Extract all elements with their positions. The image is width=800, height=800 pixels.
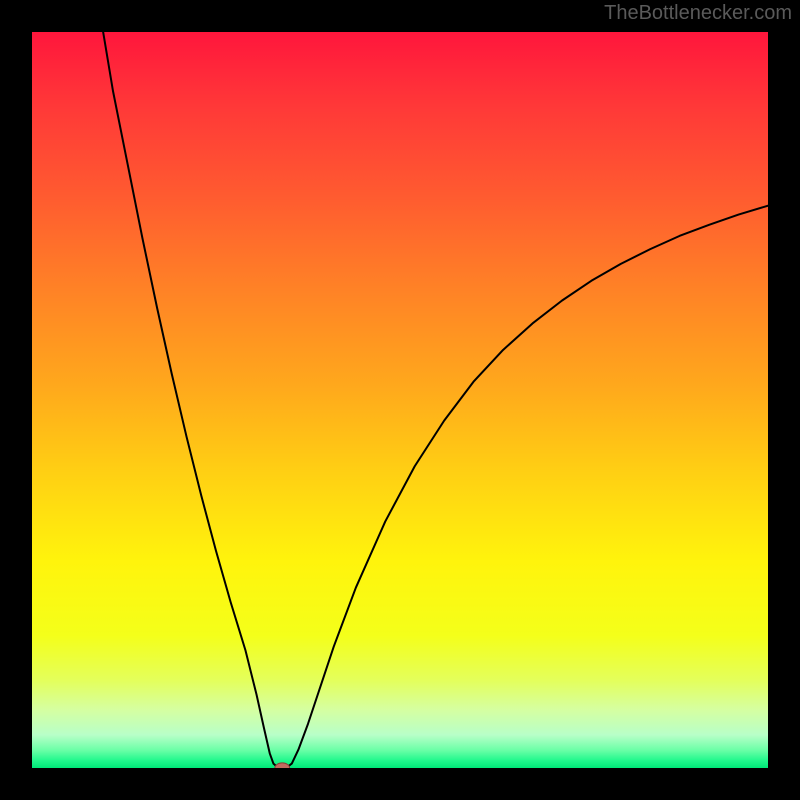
attribution-watermark: TheBottlenecker.com (604, 2, 792, 25)
chart-container: TheBottlenecker.com (0, 0, 800, 800)
chart-svg (32, 32, 768, 768)
plot-area (32, 32, 768, 768)
gradient-background (32, 32, 768, 768)
